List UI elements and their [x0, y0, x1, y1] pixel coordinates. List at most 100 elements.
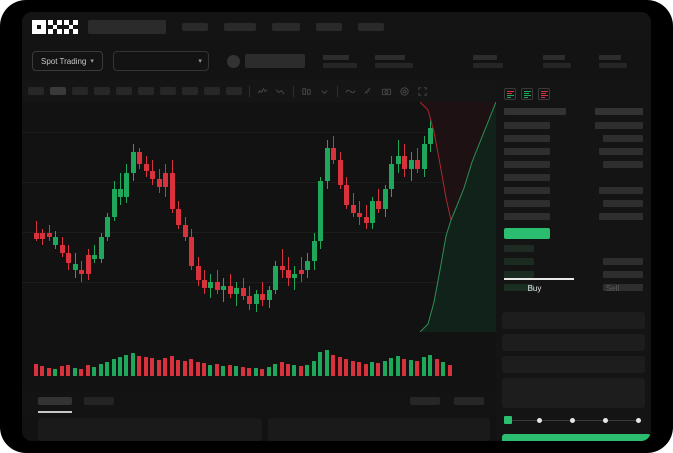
app-screen: Spot Trading ▾ ▾ — [22, 12, 651, 441]
stat-block-1 — [322, 54, 357, 68]
orders-tabbar — [22, 390, 496, 415]
volume-bar — [111, 359, 116, 376]
compare-icon[interactable] — [301, 86, 312, 97]
chevron-down-icon[interactable] — [319, 86, 330, 97]
stepper-step-3[interactable] — [570, 417, 575, 423]
settings-gear-icon[interactable] — [399, 86, 410, 97]
volume-bar — [34, 363, 38, 376]
nav-item-4[interactable] — [316, 23, 342, 31]
timeframe-button-1[interactable] — [28, 87, 44, 95]
orderbook-bid-row[interactable] — [504, 245, 534, 252]
volume-bar — [143, 357, 148, 376]
orderbook-bid-amount — [603, 271, 643, 278]
volume-bar — [363, 363, 368, 376]
volume-bar — [331, 354, 336, 376]
line-chart-icon[interactable] — [345, 86, 356, 97]
nav-item-2[interactable] — [224, 23, 256, 31]
timeframe-button-9[interactable] — [204, 87, 220, 95]
stepper-step-5[interactable] — [636, 417, 641, 423]
search-input[interactable] — [88, 20, 166, 34]
chart-type-icon[interactable] — [275, 86, 286, 97]
orderbook-bid-row[interactable] — [504, 258, 534, 265]
spot-trading-selector[interactable]: Spot Trading ▾ — [32, 51, 103, 71]
logo-glyph-x — [64, 20, 78, 34]
okx-logo[interactable] — [32, 20, 78, 34]
orderbook-ask-row[interactable] — [504, 200, 550, 207]
form-field-2[interactable] — [502, 334, 645, 351]
volume-bar — [40, 365, 45, 376]
volume-bar — [292, 364, 297, 376]
ruler-icon[interactable] — [363, 86, 374, 97]
volume-bar — [59, 366, 64, 376]
timeframe-button-7[interactable] — [160, 87, 176, 95]
orderbook-ask-amount — [595, 122, 643, 129]
camera-icon[interactable] — [381, 86, 392, 97]
volume-bar — [92, 366, 97, 376]
volume-bar — [202, 363, 206, 376]
depth-view-asks-icon[interactable] — [538, 88, 550, 100]
orderbook-ask-row[interactable] — [504, 187, 550, 194]
market-subheader: Spot Trading ▾ ▾ — [22, 42, 651, 80]
form-field-4[interactable] — [502, 378, 645, 408]
volume-bar — [53, 369, 58, 376]
nav-item-1[interactable] — [182, 23, 208, 31]
bottom-panel-left[interactable] — [38, 418, 262, 441]
form-field-3[interactable] — [502, 356, 645, 373]
orderbook-last-price-highlight[interactable] — [504, 228, 550, 239]
nav-item-5[interactable] — [358, 23, 384, 31]
timeframe-button-10[interactable] — [226, 87, 242, 95]
bottom-panel-right[interactable] — [268, 418, 490, 441]
chevron-down-icon: ▾ — [90, 57, 94, 65]
volume-bar — [98, 364, 103, 376]
volume-bar — [150, 358, 155, 376]
orderbook-ask-row[interactable] — [504, 213, 550, 220]
timeframe-button-4[interactable] — [94, 87, 110, 95]
stepper-line — [510, 419, 640, 421]
chart-toolbar — [22, 80, 496, 102]
depth-view-bids-icon[interactable] — [521, 88, 533, 100]
chart-gridline — [22, 232, 496, 233]
volume-bar — [234, 366, 239, 376]
stepper-step-2[interactable] — [537, 417, 542, 423]
volume-bar — [279, 362, 284, 376]
stat-block-3 — [472, 54, 503, 68]
orderbook-ask-amount — [599, 148, 643, 155]
volume-bar — [337, 356, 342, 376]
bottom-tab-2[interactable] — [84, 397, 114, 405]
coin-avatar — [226, 54, 240, 68]
toolbar-divider — [249, 85, 250, 97]
bottom-control-1[interactable] — [410, 397, 440, 405]
indicator-icon[interactable] — [257, 86, 268, 97]
bottom-control-2[interactable] — [454, 397, 484, 405]
stepper-step-4[interactable] — [603, 417, 608, 423]
price-chart[interactable] — [22, 102, 496, 332]
nav-item-3[interactable] — [272, 23, 300, 31]
volume-bar — [79, 368, 84, 376]
orderbook-ask-row[interactable] — [504, 174, 550, 181]
fullscreen-icon[interactable] — [417, 86, 428, 97]
timeframe-button-8[interactable] — [182, 87, 198, 95]
timeframe-button-5[interactable] — [116, 87, 132, 95]
volume-bar — [350, 360, 355, 376]
form-field-1[interactable] — [502, 312, 645, 329]
volume-bar — [221, 365, 226, 376]
pair-select-dropdown[interactable]: ▾ — [112, 51, 209, 71]
timeframe-button-6[interactable] — [138, 87, 154, 95]
orderbook-bid-row[interactable] — [504, 271, 534, 278]
volume-bar — [305, 365, 310, 376]
bottom-tab-1[interactable] — [38, 397, 72, 405]
timeframe-button-2[interactable] — [50, 87, 66, 95]
orderbook-ask-row[interactable] — [504, 135, 550, 142]
orderbook-ask-row[interactable] — [504, 161, 550, 168]
stepper-step-1-active[interactable] — [504, 416, 512, 424]
orderbook-ask-row[interactable] — [504, 122, 550, 129]
submit-order-button[interactable] — [502, 434, 651, 441]
tab-buy[interactable]: Buy — [527, 284, 542, 293]
volume-bar — [227, 365, 232, 376]
chart-gridline — [22, 282, 496, 283]
timeframe-button-3[interactable] — [72, 87, 88, 95]
orderbook-bid-row[interactable] — [504, 284, 534, 291]
tab-sell[interactable]: Sell — [605, 284, 620, 293]
orderbook-ask-row[interactable] — [504, 148, 550, 155]
depth-view-both-icon[interactable] — [504, 88, 516, 100]
